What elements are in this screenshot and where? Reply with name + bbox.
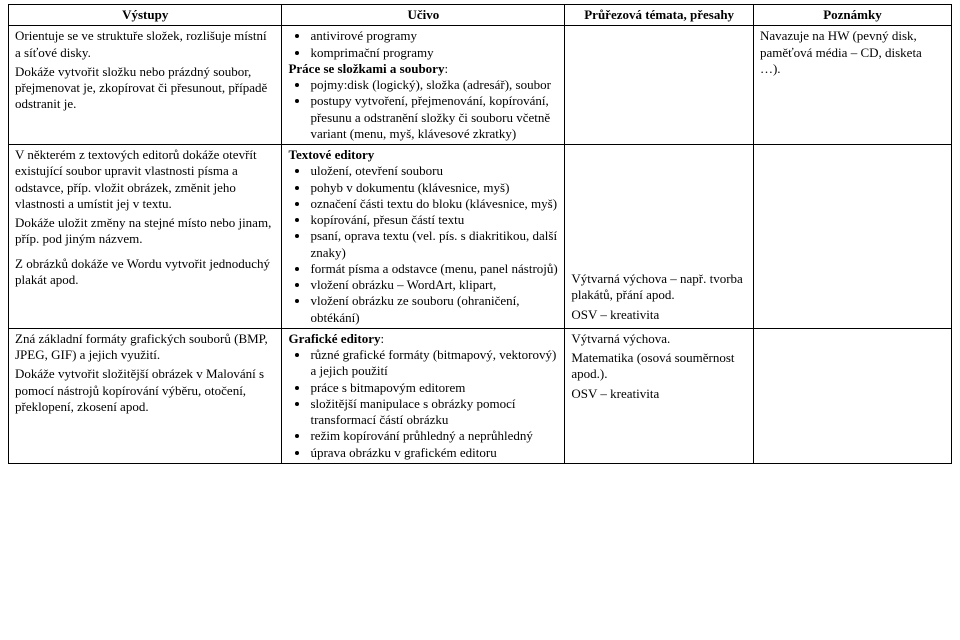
cell-vystupy-3: Zná základní formáty grafických souborů …	[9, 328, 282, 463]
list-item: složitější manipulace s obrázky pomocí t…	[310, 396, 558, 429]
list-item: vložení obrázku – WordArt, klipart,	[310, 277, 558, 293]
text: OSV – kreativita	[571, 386, 747, 402]
header-row: Výstupy Učivo Průřezová témata, přesahy …	[9, 5, 952, 26]
cell-ucivo-2: Textové editory uložení, otevření soubor…	[282, 145, 565, 329]
list-item: psaní, oprava textu (vel. pís. s diakrit…	[310, 228, 558, 261]
text: Navazuje na HW (pevný disk, paměťová méd…	[760, 28, 945, 77]
list-item: formát písma a odstavce (menu, panel nás…	[310, 261, 558, 277]
list-item: úprava obrázku v grafickém editoru	[310, 445, 558, 461]
ucivo-top-list: antivirové programy komprimační programy	[288, 28, 558, 61]
list-item: pohyb v dokumentu (klávesnice, myš)	[310, 180, 558, 196]
text: V některém z textových editorů dokáže ot…	[15, 147, 275, 212]
text: Výtvarná výchova.	[571, 331, 747, 347]
col-vystupy: Výstupy	[9, 5, 282, 26]
cell-presahy-3: Výtvarná výchova. Matematika (osová soum…	[565, 328, 754, 463]
text: Dokáže vytvořit složitější obrázek v Mal…	[15, 366, 275, 415]
text: Zná základní formáty grafických souborů …	[15, 331, 275, 364]
ucivo-title: Textové editory	[288, 147, 374, 162]
row-graficke: Zná základní formáty grafických souborů …	[9, 328, 952, 463]
col-ucivo: Učivo	[282, 5, 565, 26]
cell-poznamky-3	[753, 328, 951, 463]
col-presahy: Průřezová témata, přesahy	[565, 5, 754, 26]
list-item: uložení, otevření souboru	[310, 163, 558, 179]
cell-vystupy-2: V některém z textových editorů dokáže ot…	[9, 145, 282, 329]
cell-poznamky-2	[753, 145, 951, 329]
list-item: vložení obrázku ze souboru (ohraničení, …	[310, 293, 558, 326]
col-poznamky: Poznámky	[753, 5, 951, 26]
list-item: režim kopírování průhledný a neprůhledný	[310, 428, 558, 444]
ucivo-title: Grafické editory	[288, 331, 380, 346]
ucivo-title: Práce se složkami a soubory	[288, 61, 444, 76]
list-item: kopírování, přesun částí textu	[310, 212, 558, 228]
text: Z obrázků dokáže ve Wordu vytvořit jedno…	[15, 256, 275, 289]
list-item: různé grafické formáty (bitmapový, vekto…	[310, 347, 558, 380]
cell-ucivo-1: antivirové programy komprimační programy…	[282, 26, 565, 145]
cell-presahy-1	[565, 26, 754, 145]
cell-vystupy-1: Orientuje se ve struktuře složek, rozliš…	[9, 26, 282, 145]
row-textove: V některém z textových editorů dokáže ot…	[9, 145, 952, 329]
curriculum-table: Výstupy Učivo Průřezová témata, přesahy …	[8, 4, 952, 464]
text: Dokáže vytvořit složku nebo prázdný soub…	[15, 64, 275, 113]
cell-ucivo-3: Grafické editory: různé grafické formáty…	[282, 328, 565, 463]
curriculum-page: { "table": { "columns": ["Výstupy", "Uči…	[0, 0, 960, 640]
cell-presahy-2: Výtvarná výchova – např. tvorba plakátů,…	[565, 145, 754, 329]
list-item: označení části textu do bloku (klávesnic…	[310, 196, 558, 212]
text: Dokáže uložit změny na stejné místo nebo…	[15, 215, 275, 248]
list-item: antivirové programy	[310, 28, 558, 44]
list-item: práce s bitmapovým editorem	[310, 380, 558, 396]
list-item: postupy vytvoření, přejmenování, kopírov…	[310, 93, 558, 142]
text: Orientuje se ve struktuře složek, rozliš…	[15, 28, 275, 61]
cell-poznamky-1: Navazuje na HW (pevný disk, paměťová méd…	[753, 26, 951, 145]
text: Matematika (osová souměrnost apod.).	[571, 350, 747, 383]
text: Výtvarná výchova – např. tvorba plakátů,…	[571, 271, 747, 304]
ucivo-list: různé grafické formáty (bitmapový, vekto…	[288, 347, 558, 461]
row-slozky: Orientuje se ve struktuře složek, rozliš…	[9, 26, 952, 145]
ucivo-list: pojmy:disk (logický), složka (adresář), …	[288, 77, 558, 142]
text: OSV – kreativita	[571, 307, 747, 323]
list-item: komprimační programy	[310, 45, 558, 61]
ucivo-list: uložení, otevření souboru pohyb v dokume…	[288, 163, 558, 326]
list-item: pojmy:disk (logický), složka (adresář), …	[310, 77, 558, 93]
